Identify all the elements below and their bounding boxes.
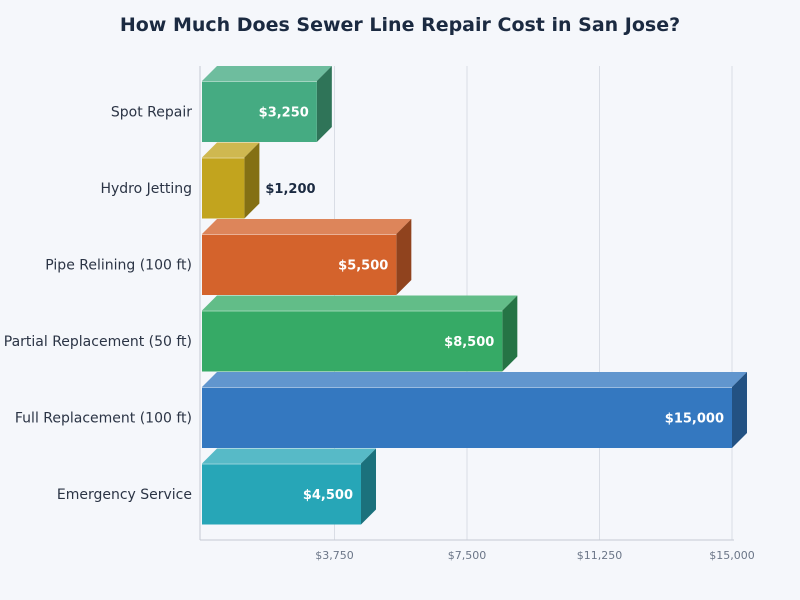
bar-top-face [202,448,376,464]
bar-front-face [202,387,732,448]
bar-front-face [202,310,503,372]
bar-front-face [202,81,317,142]
category-label: Spot Repair [111,105,192,121]
category-label: Partial Replacement (50 ft) [4,334,192,350]
bar-value-label: $5,500 [338,259,388,274]
bar-top-face [202,219,412,234]
x-tick-label: $3,750 [315,549,354,562]
category-label: Pipe Relining (100 ft) [45,258,192,274]
bar-side-face [316,66,332,142]
bar-front-face [202,157,245,219]
bar-side-face [244,142,260,219]
bar-value-label: $1,200 [265,182,315,197]
bar: $8,500 [202,295,518,372]
bar-value-label: $8,500 [444,335,494,350]
chart-title: How Much Does Sewer Line Repair Cost in … [119,14,681,36]
bar-side-face [361,448,376,525]
bar: $1,200 [202,142,316,219]
category-label: Hydro Jetting [100,181,192,197]
bar-value-label: $3,250 [259,106,309,121]
bar-side-face [732,372,747,448]
bar: $5,500 [202,219,412,295]
bar: $3,250 [202,66,332,142]
bar: $4,500 [202,448,376,525]
bar-side-face [396,219,412,295]
bar-front-face [202,234,397,295]
bar: $15,000 [202,372,747,448]
bar-top-face [202,66,332,81]
category-label: Emergency Service [57,487,192,503]
x-tick-labels: $3,750 $7,500 $11,250 $15,000 [315,549,755,562]
category-labels: Spot Repair Hydro Jetting Pipe Relining (1… [4,105,192,504]
bar-value-label: $15,000 [665,412,724,427]
bar-top-face [202,295,518,311]
bars: $3,250 $1,200 $5,500 $8,500 $15,000 $4,500 [202,66,747,525]
category-label: Full Replacement (100 ft) [15,411,192,427]
x-tick-label: $11,250 [577,549,623,562]
bar-value-label: $4,500 [303,488,353,503]
x-tick-label: $15,000 [709,549,755,562]
bar-side-face [502,295,518,372]
bar-front-face [202,463,361,525]
bar-top-face [202,372,747,387]
bar-top-face [202,142,260,158]
x-tick-label: $7,500 [448,549,487,562]
axes [199,66,734,541]
